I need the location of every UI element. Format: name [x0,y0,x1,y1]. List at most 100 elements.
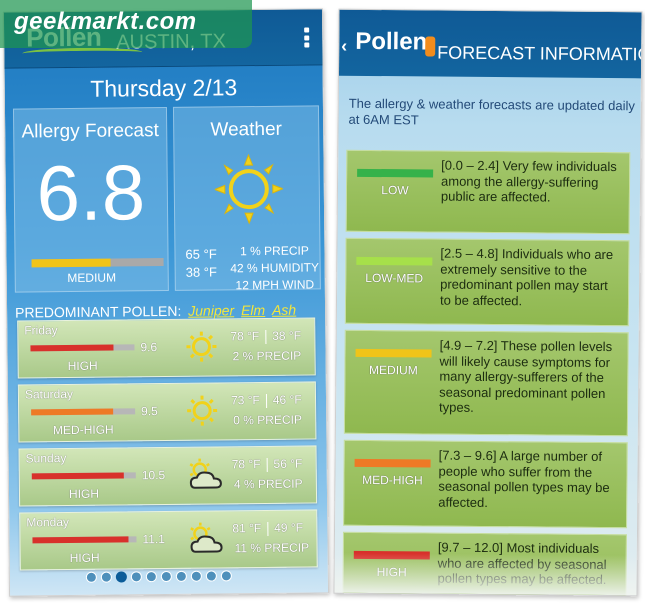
info-page-title: FORECAST INFORMATION [437,42,643,65]
day-temps: 73 °F 46 °F [231,393,302,409]
level-description: [0.0 – 2.4] Very few individuals among t… [440,157,617,205]
pollen-link-juniper[interactable]: Juniper [188,302,235,319]
info-app-logo: Pollen [355,27,428,56]
day-name: Friday [24,323,58,338]
page-dot[interactable] [205,570,217,582]
day-level-fill [31,472,124,480]
day-forecast-card[interactable]: Friday 9.6 HIGH 78 °F 38 °F 2 % PRECIP [17,317,316,379]
day-level-fill [31,408,114,416]
day-name: Monday [26,515,70,530]
day-precip: 11 % PRECIP [234,540,310,556]
day-name: Sunday [25,451,67,466]
day-level-label: MED-HIGH [52,422,114,438]
pollen-level-card: LOW-MED [2.5 – 4.8] Individuals who are e… [344,237,630,327]
allergy-level-fill [31,258,111,268]
day-temps: 78 °F 38 °F [230,329,301,345]
day-low: 49 °F [274,520,304,535]
pollen-link-ash[interactable]: Ash [271,301,297,318]
page-dot[interactable] [130,571,142,583]
level-label: LOW [381,183,409,198]
day-precip: 2 % PRECIP [232,348,302,364]
back-chevron-icon[interactable]: ‹ [341,35,348,56]
day-forecast-card[interactable]: Monday 11.1 HIGH 81 °F 49 °F 11 % PRECIP [19,509,318,571]
pollen-level-card: LOW [0.0 – 2.4] Very few individuals amon… [345,149,631,235]
page-dot[interactable] [100,571,112,583]
day-precip: 0 % PRECIP [233,412,303,428]
day-level-label: HIGH [69,550,100,566]
level-color-swatch [356,256,433,266]
level-description: [7.3 – 9.6] A large number of people who… [438,447,610,510]
allergy-index-value: 6.8 [36,148,146,238]
partly-cloudy-icon [186,521,226,562]
forecast-date: Thursday 2/13 [90,74,238,102]
page-dot[interactable] [85,571,97,583]
page-dot[interactable] [145,571,157,583]
level-label: MED-HIGH [362,472,423,488]
day-index-value: 9.5 [141,404,158,419]
weather-stats: 1 % PRECIP 42 % HUMIDITY 12 MPH WIND [229,242,320,294]
level-description: [2.5 – 4.8] Individuals who are extremel… [439,245,614,308]
weather-precip: 1 % PRECIP [240,243,309,259]
day-level-bar [32,536,137,544]
allergy-card-title: Allergy Forecast [21,120,159,143]
weather-card[interactable]: Weather 65 °F 38 °F 1 % PRECIP 42 % HUMI… [172,105,321,294]
update-note: The allergy & weather forecasts are upda… [348,95,635,128]
page-dot[interactable] [175,570,187,582]
weather-low: 38 °F [185,264,217,280]
sun-icon [185,393,219,432]
level-description: [4.9 – 7.2] These pollen levels will lik… [439,337,613,415]
logo-badge-icon [425,36,436,57]
day-forecast-card[interactable]: Saturday 9.5 MED-HIGH 73 °F 46 °F 0 % PRECIP [17,381,317,443]
overflow-menu-icon[interactable] [304,27,310,48]
day-temps: 78 °F 56 °F [232,457,303,473]
day-temps: 81 °F 49 °F [232,521,303,537]
allergy-level-label: MEDIUM [67,270,117,286]
level-label: MEDIUM [369,362,418,378]
day-low: 46 °F [272,392,302,407]
day-index-value: 9.6 [140,340,158,355]
weather-card-title: Weather [210,118,283,141]
day-high: 78 °F [230,329,260,344]
level-color-swatch [355,348,432,358]
day-high: 73 °F [230,393,260,408]
forecast-screen: Pollen AUSTIN, TX Thursday 2/13 Allergy … [2,8,330,597]
pollen-level-card: MEDIUM [4.9 – 7.2] These pollen levels wi… [343,329,629,437]
predominant-pollen-label: PREDOMINANT POLLEN: [15,302,182,321]
sun-icon [214,153,284,225]
page-dot[interactable] [160,570,172,583]
forecast-info-screen: ‹ Pollen FORECAST INFORMATION The allerg… [333,8,643,597]
day-high: 81 °F [232,521,262,536]
daily-forecast-list: Friday 9.6 HIGH 78 °F 38 °F 2 % PRECIP Saturda… [4,9,322,571]
sun-icon [184,329,218,368]
day-index-value: 10.5 [141,468,166,483]
info-app-bar: ‹ Pollen FORECAST INFORMATION [338,9,643,79]
pollen-link-elm[interactable]: Elm [240,301,266,319]
level-color-swatch [357,168,434,178]
weather-high: 65 °F [185,246,217,262]
day-level-bar [31,472,136,480]
day-high: 78 °F [231,457,261,472]
day-forecast-card[interactable]: Sunday 10.5 HIGH 78 °F 56 °F 4 % PRECIP [18,445,318,507]
day-low: 56 °F [273,456,303,471]
day-level-label: HIGH [68,486,100,502]
weather-wind: 12 MPH WIND [235,277,315,293]
page-dot[interactable] [220,570,232,582]
day-precip: 4 % PRECIP [233,476,303,492]
watermark-logo: geekmarkt.com [0,0,252,48]
day-level-fill [30,344,114,352]
day-name: Saturday [24,386,74,402]
day-level-bar [30,344,135,352]
page-indicator[interactable] [85,570,232,583]
allergy-forecast-card[interactable]: Allergy Forecast 6.8 MEDIUM [12,106,169,293]
level-color-swatch [354,458,431,468]
day-level-bar [31,408,136,416]
weather-temps: 65 °F 38 °F [185,245,217,281]
page-dot[interactable] [190,570,202,582]
weather-humidity: 42 % HUMIDITY [230,260,320,276]
allergy-level-bar [31,258,164,268]
level-label: LOW-MED [365,270,424,286]
bottom-fade [334,552,637,596]
pollen-level-card: MED-HIGH [7.3 – 9.6] A large number of pe… [343,439,628,529]
day-low: 38 °F [272,328,302,343]
page-dot[interactable] [115,571,127,583]
